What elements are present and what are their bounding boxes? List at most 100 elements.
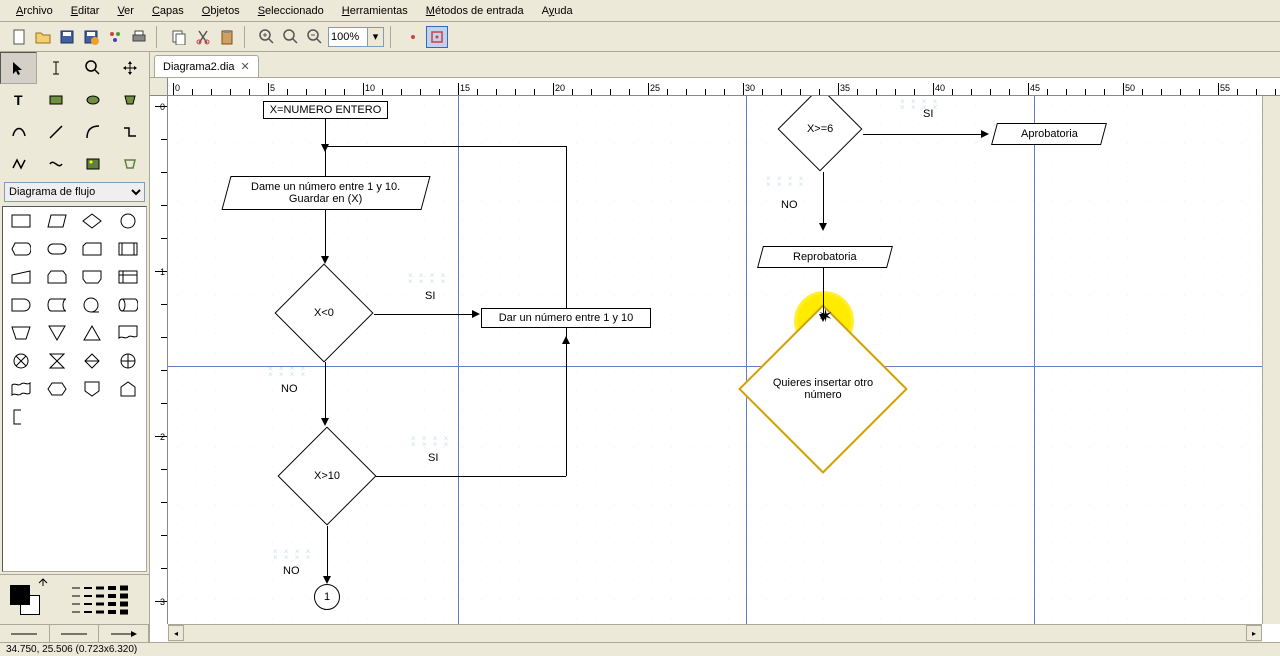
print-button[interactable] xyxy=(128,26,150,48)
node-declare[interactable]: X=NUMERO ENTERO xyxy=(263,101,388,119)
shape-manual-op[interactable] xyxy=(3,319,39,347)
save-button[interactable] xyxy=(56,26,78,48)
bezier-line-tool[interactable] xyxy=(37,148,74,180)
line-tool[interactable] xyxy=(37,116,74,148)
shape-parallelogram[interactable] xyxy=(39,207,75,235)
scroll-tool[interactable] xyxy=(112,52,149,84)
document-tab[interactable]: Diagrama2.dia ✕ xyxy=(154,55,259,77)
shape-delay[interactable] xyxy=(3,291,39,319)
snap-object-button[interactable] xyxy=(426,26,448,48)
shape-display[interactable] xyxy=(3,235,39,263)
scroll-right-button[interactable]: ▸ xyxy=(1246,625,1262,641)
label-no3: NO xyxy=(781,199,798,211)
snap-point-button[interactable] xyxy=(402,26,424,48)
line-start-style[interactable] xyxy=(0,625,50,642)
shape-sort[interactable] xyxy=(75,347,111,375)
menu-herramientas[interactable]: Herramientas xyxy=(334,3,416,19)
node-connector-1[interactable]: 1 xyxy=(314,584,340,610)
node-dar-numero[interactable]: Dar un número entre 1 y 10 xyxy=(481,308,651,328)
menu-capas[interactable]: Capas xyxy=(144,3,192,19)
zoom-level-input[interactable]: ▾ xyxy=(328,27,384,47)
shape-offpage[interactable] xyxy=(75,375,111,403)
zoom-button[interactable] xyxy=(280,26,302,48)
shape-connector[interactable] xyxy=(110,207,146,235)
zigzag-tool[interactable] xyxy=(112,116,149,148)
sheet-selector[interactable]: Diagrama de flujo xyxy=(4,182,145,202)
menu-seleccionado[interactable]: Seleccionado xyxy=(250,3,332,19)
shape-tape[interactable] xyxy=(3,375,39,403)
shape-process[interactable] xyxy=(3,207,39,235)
shape-card[interactable] xyxy=(75,235,111,263)
outline-tool[interactable] xyxy=(112,148,149,180)
menu-objetos[interactable]: Objetos xyxy=(194,3,248,19)
shape-subroutine[interactable] xyxy=(110,235,146,263)
arrow-head xyxy=(819,314,827,322)
shape-direct-data[interactable] xyxy=(110,291,146,319)
zoom-field[interactable] xyxy=(328,27,368,47)
shape-stored-data[interactable] xyxy=(39,291,75,319)
shape-loop-end[interactable] xyxy=(75,263,111,291)
arrow xyxy=(327,526,328,581)
page-break-v1 xyxy=(458,96,459,624)
vertical-scrollbar[interactable] xyxy=(1262,96,1280,624)
diagram-canvas[interactable]: X=NUMERO ENTERO Dame un número entre 1 y… xyxy=(168,96,1262,624)
shape-terminal[interactable] xyxy=(39,235,75,263)
copy-button[interactable] xyxy=(168,26,190,48)
image-tool[interactable] xyxy=(75,148,112,180)
shape-offpage-in[interactable] xyxy=(110,375,146,403)
shape-document[interactable] xyxy=(110,319,146,347)
line-end-style[interactable] xyxy=(99,625,149,642)
polygon-tool[interactable] xyxy=(112,84,149,116)
shape-merge[interactable] xyxy=(75,319,111,347)
pointer-tool[interactable] xyxy=(0,52,37,84)
color-picker[interactable] xyxy=(0,575,50,624)
new-file-button[interactable] xyxy=(8,26,30,48)
menu-archivo[interactable]: Archivo xyxy=(8,3,61,19)
line-dash-style[interactable] xyxy=(50,625,100,642)
export-button[interactable] xyxy=(104,26,126,48)
save-as-button[interactable] xyxy=(80,26,102,48)
paste-button[interactable] xyxy=(216,26,238,48)
ellipse-tool[interactable] xyxy=(75,84,112,116)
node-input[interactable]: Dame un número entre 1 y 10. Guardar en … xyxy=(221,176,430,210)
zoom-in-button[interactable] xyxy=(256,26,278,48)
shape-decision[interactable] xyxy=(75,207,111,235)
node-reprobatoria[interactable]: Reprobatoria xyxy=(757,246,893,268)
node-aprobatoria[interactable]: Aprobatoria xyxy=(991,123,1107,145)
text-edit-tool[interactable] xyxy=(37,52,74,84)
sel-dots: × × × ×× × × × xyxy=(408,273,447,285)
polyline-tool[interactable] xyxy=(0,148,37,180)
shape-seq-access[interactable] xyxy=(75,291,111,319)
sel-dots2: × × × ×× × × × xyxy=(411,436,450,448)
line xyxy=(325,146,326,176)
shape-extract[interactable] xyxy=(39,319,75,347)
magnify-tool[interactable] xyxy=(75,52,112,84)
arc-tool[interactable] xyxy=(75,116,112,148)
page-break-v3 xyxy=(1034,96,1035,624)
menu-metodos[interactable]: Métodos de entrada xyxy=(418,3,532,19)
shape-annotation[interactable] xyxy=(3,403,39,431)
menu-editar[interactable]: Editar xyxy=(63,3,108,19)
shape-loop-start[interactable] xyxy=(39,263,75,291)
shape-or[interactable] xyxy=(110,347,146,375)
arrow xyxy=(325,362,326,424)
shape-summing[interactable] xyxy=(3,347,39,375)
line-width-picker[interactable] xyxy=(50,575,149,624)
line xyxy=(566,328,567,476)
zoom-dropdown-button[interactable]: ▾ xyxy=(368,27,384,47)
shape-preparation[interactable] xyxy=(39,375,75,403)
shape-collate[interactable] xyxy=(39,347,75,375)
close-tab-button[interactable]: ✕ xyxy=(241,60,250,73)
horizontal-scrollbar[interactable]: ◂ ▸ xyxy=(168,624,1262,642)
open-file-button[interactable] xyxy=(32,26,54,48)
box-tool[interactable] xyxy=(37,84,74,116)
shape-manual-input[interactable] xyxy=(3,263,39,291)
menu-ver[interactable]: Ver xyxy=(109,3,142,19)
bezier-tool[interactable] xyxy=(0,116,37,148)
text-tool[interactable]: T xyxy=(0,84,37,116)
zoom-out-button[interactable] xyxy=(304,26,326,48)
menu-ayuda[interactable]: Ayuda xyxy=(534,3,581,19)
scroll-left-button[interactable]: ◂ xyxy=(168,625,184,641)
shape-internal-storage[interactable] xyxy=(110,263,146,291)
cut-button[interactable] xyxy=(192,26,214,48)
